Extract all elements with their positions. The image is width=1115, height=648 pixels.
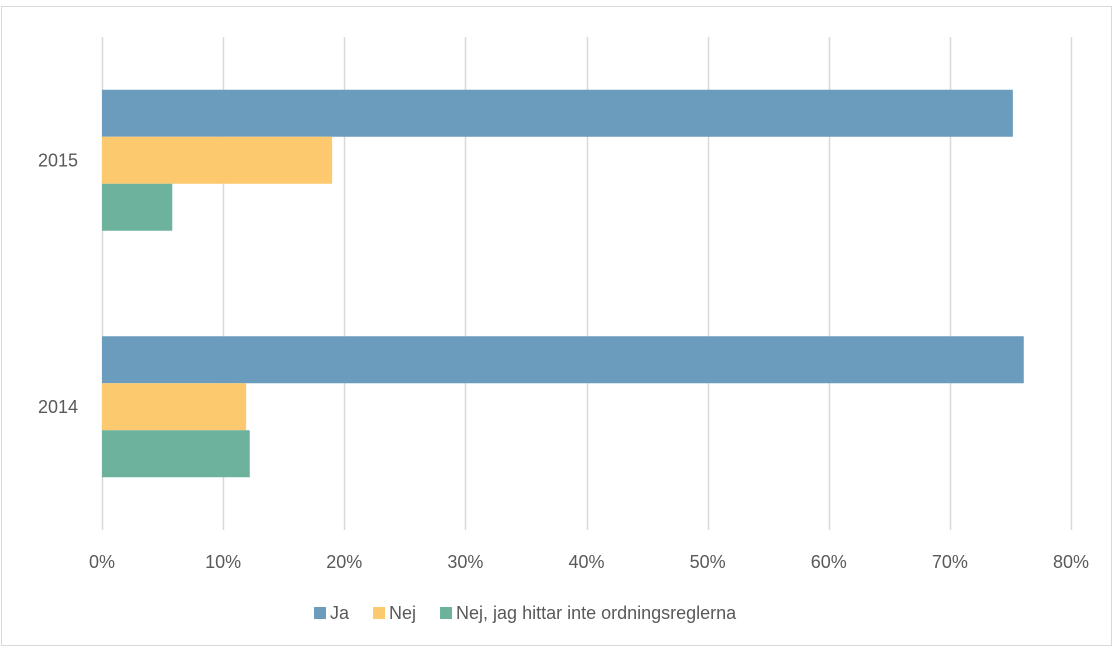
x-axis-ticks: 0% 10% 20% 30% 40% 50% 60% 70% 80%: [89, 552, 1089, 572]
x-tick-label: 40%: [568, 552, 604, 572]
bar-2014-ja: [102, 336, 1024, 384]
legend-swatch: [440, 607, 453, 619]
y-category-label: 2015: [38, 150, 78, 170]
y-axis-categories: 2015 2014: [38, 150, 78, 417]
x-tick-label: 10%: [205, 552, 241, 572]
bar-2014-nej: [102, 383, 247, 431]
bars: [102, 89, 1024, 478]
x-tick-label: 60%: [811, 552, 847, 572]
legend: Ja Nej Nej, jag hittar inte ordningsregler…: [314, 603, 737, 623]
x-tick-label: 20%: [326, 552, 362, 572]
x-tick-label: 0%: [89, 552, 115, 572]
x-tick-label: 50%: [690, 552, 726, 572]
chart-area: 0% 10% 20% 30% 40% 50% 60% 70% 80% 2015 2014 Ja Ne…: [1, 6, 1112, 646]
legend-item-ja: Ja: [314, 603, 350, 623]
legend-item-nej: Nej: [373, 603, 416, 623]
bar-2015-nej-jag-hittar-inte-ordningsreglerna: [102, 183, 173, 231]
x-tick-label: 70%: [932, 552, 968, 572]
x-tick-label: 80%: [1053, 552, 1089, 572]
bar-2014-nej-jag-hittar-inte-ordningsreglerna: [102, 430, 250, 478]
bar-2015-nej: [102, 136, 333, 184]
legend-swatch: [373, 607, 386, 619]
x-tick-label: 30%: [447, 552, 483, 572]
bar-2015-ja: [102, 89, 1013, 137]
y-category-label: 2014: [38, 397, 78, 417]
legend-label: Nej, jag hittar inte ordningsreglerna: [456, 603, 737, 623]
legend-item-nej-jag-hittar-inte-ordningsreglerna: Nej, jag hittar inte ordningsreglerna: [440, 603, 737, 623]
legend-label: Nej: [389, 603, 416, 623]
legend-swatch: [314, 607, 326, 619]
bar-chart: 0% 10% 20% 30% 40% 50% 60% 70% 80% 2015 2014 Ja Ne…: [38, 37, 1089, 623]
legend-label: Ja: [330, 603, 350, 623]
